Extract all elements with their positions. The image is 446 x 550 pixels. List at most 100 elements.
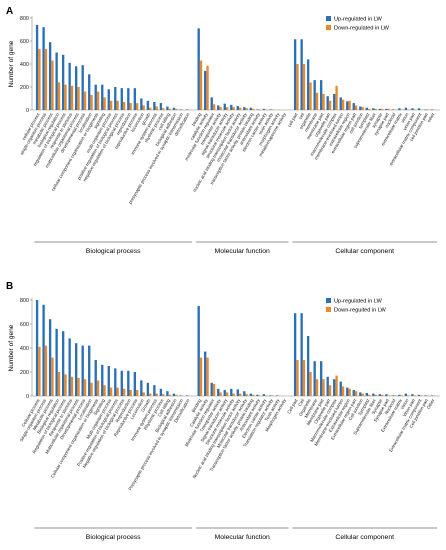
bar-up [306,59,310,110]
bar-down [407,109,410,110]
bar-up [114,87,117,110]
bar-down [265,395,268,396]
bar-up [398,394,401,396]
bar-up [146,100,150,110]
bar-up [159,103,163,110]
bar-down [109,387,113,396]
group-label: Biological process [86,534,141,541]
bar-up [300,39,303,110]
bar-down [258,109,261,110]
bar-down [51,60,54,110]
y-axis-title: Number of gene [8,40,15,87]
bar-up [262,108,266,110]
bar-up [230,388,233,396]
bar-up [210,382,213,396]
y-tick-label: 800 [20,298,29,304]
bar-down [219,107,222,110]
bar-down [413,395,416,396]
group-label: Molecular function [215,248,270,255]
y-tick-label: 0 [26,108,29,114]
bar-up [153,101,156,110]
bar-up [391,395,395,396]
x-category-label: cell part [287,111,299,127]
bar-up [127,370,130,396]
bar-up [275,395,279,396]
bar-down [387,395,390,396]
y-tick-label: 600 [20,39,29,45]
bar-down [175,394,178,396]
bar-up [352,390,355,396]
bar-down [44,49,48,110]
bar-up [133,88,136,110]
bar-down [271,395,274,396]
bar-up [204,70,207,110]
bar-up [223,103,226,110]
bar-down [96,91,100,110]
bar-up [179,395,182,396]
bar-up [398,108,401,110]
bar-up [236,389,239,396]
y-tick-label: 0 [26,394,29,400]
bar-down [38,49,41,110]
bar-up [404,393,408,396]
bar-down [238,107,242,110]
y-tick-label: 800 [20,16,29,22]
bar-down [309,82,312,110]
bar-up [385,108,388,110]
y-tick-label: 400 [20,346,29,352]
x-category-label: Cell [297,398,305,407]
bar-up [365,393,368,396]
bar-up [153,385,156,396]
bar-up [424,395,427,396]
bar-up [404,107,408,110]
x-category-label: Cell part [286,397,299,414]
x-category-label: Virion [400,398,410,411]
bar-up [306,336,310,396]
bar-down [322,379,325,396]
bar-up [411,394,414,396]
bar-down [302,64,306,110]
bar-down [245,394,248,396]
bar-up [333,379,336,396]
bar-up [88,345,91,396]
x-category-label: Other [426,398,436,410]
bar-up [359,392,362,396]
bar-up [346,101,349,110]
bar-up [430,109,434,110]
legend-swatch-up [326,298,331,303]
bar-down [354,391,358,396]
bar-up [159,388,163,396]
bar-up [320,80,323,110]
bar-down [335,85,338,110]
bar-down [212,104,216,110]
bar-up [42,27,45,111]
bar-down [219,392,222,396]
bar-down [168,394,171,396]
bar-down [348,100,351,110]
group-label: Biological process [86,248,141,255]
bar-down [199,357,203,396]
bar-down [103,385,106,396]
bar-up [48,42,52,110]
bar-up [133,372,136,396]
bar-down [251,394,255,396]
bar-down [70,85,74,110]
bar-up [146,382,150,396]
bar-down [83,91,87,110]
bar-down [296,360,299,396]
bar-down [51,357,54,396]
bar-down [315,379,319,396]
bar-down [77,378,80,396]
bar-down [44,345,48,396]
x-category-label: Binding [191,398,203,414]
bar-up [385,394,388,396]
bar-up [249,393,252,396]
bar-down [341,386,345,396]
bar-up [75,66,78,110]
bar-up [94,84,97,110]
y-axis-title: Number of gene [8,324,15,371]
legend-label-down: Down-regulated in LW [334,26,390,32]
bar-down [341,99,345,110]
bar-up [293,313,297,396]
